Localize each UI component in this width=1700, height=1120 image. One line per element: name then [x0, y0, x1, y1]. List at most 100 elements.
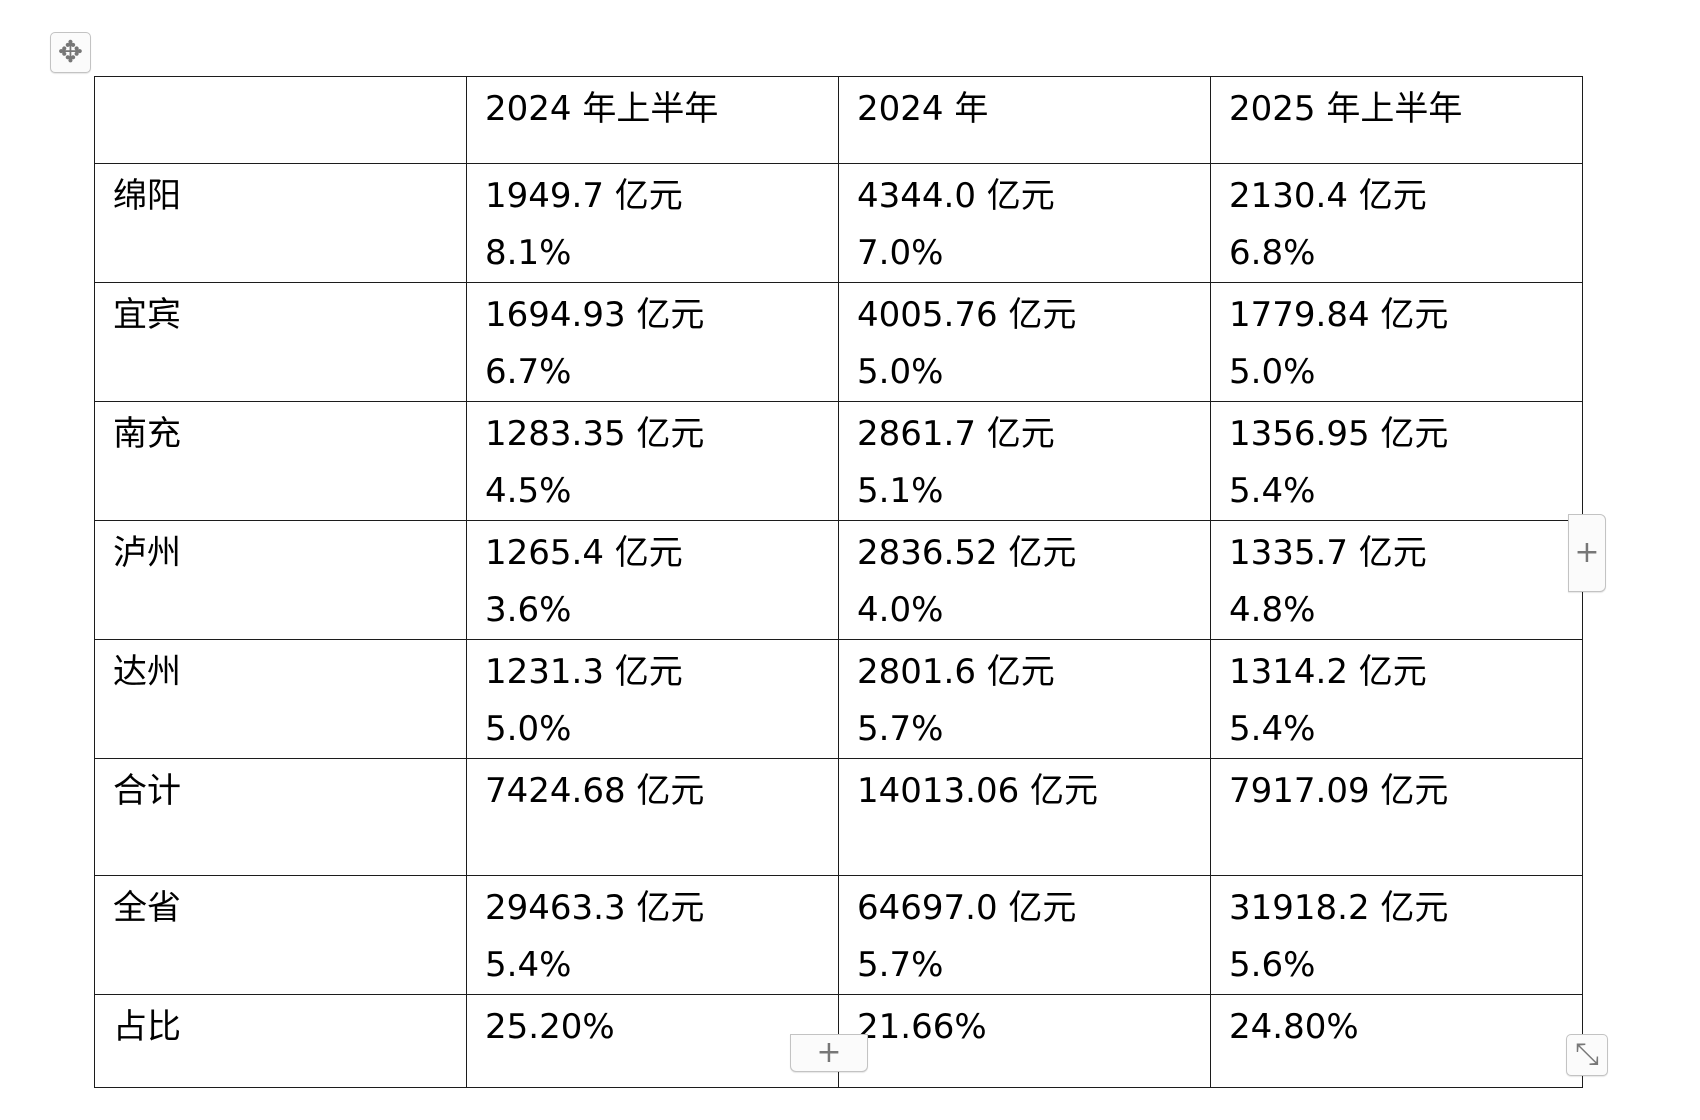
data-cell[interactable]: 21.66% — [838, 994, 1211, 1088]
row-label: 泸州 — [113, 533, 181, 573]
header-label: 2024 年上半年 — [485, 89, 719, 129]
row-label-cell[interactable]: 占比 — [94, 994, 467, 1088]
cell-value: 1314.2 亿元 — [1229, 652, 1427, 692]
cell-value: 24.80% — [1229, 1007, 1359, 1047]
cell-growth-rate: 6.8% — [1229, 233, 1316, 273]
data-cell[interactable]: 2130.4 亿元 6.8% — [1210, 163, 1583, 283]
cell-growth-rate: 5.7% — [857, 709, 944, 749]
row-label-cell[interactable]: 南充 — [94, 401, 467, 521]
header-label: 2024 年 — [857, 89, 989, 129]
cell-growth-rate: 5.1% — [857, 471, 944, 511]
row-label: 全省 — [113, 888, 181, 928]
cell-value: 1283.35 亿元 — [485, 414, 705, 454]
cell-value: 29463.3 亿元 — [485, 888, 705, 928]
data-cell[interactable]: 4344.0 亿元 7.0% — [838, 163, 1211, 283]
row-label-cell[interactable]: 达州 — [94, 639, 467, 759]
data-cell[interactable]: 2801.6 亿元 5.7% — [838, 639, 1211, 759]
cell-value: 4344.0 亿元 — [857, 176, 1055, 216]
row-label: 占比 — [113, 1007, 181, 1047]
cell-growth-rate: 8.1% — [485, 233, 572, 273]
cell-value: 21.66% — [857, 1007, 987, 1047]
data-cell[interactable]: 1314.2 亿元 5.4% — [1210, 639, 1583, 759]
data-cell[interactable]: 2861.7 亿元 5.1% — [838, 401, 1211, 521]
cell-growth-rate: 5.0% — [857, 352, 944, 392]
data-cell[interactable]: 1265.4 亿元 3.6% — [466, 520, 839, 640]
cell-growth-rate: 5.4% — [1229, 471, 1316, 511]
cell-value: 4005.76 亿元 — [857, 295, 1077, 335]
cell-value: 7424.68 亿元 — [485, 771, 705, 811]
add-row-button[interactable]: + — [790, 1034, 868, 1072]
data-cell[interactable]: 4005.76 亿元 5.0% — [838, 282, 1211, 402]
row-label-cell[interactable]: 绵阳 — [94, 163, 467, 283]
cell-growth-rate: 5.4% — [485, 945, 572, 985]
row-label: 合计 — [113, 771, 181, 811]
resize-diagonal-icon: ⤡ — [1575, 1037, 1599, 1072]
cell-value: 1335.7 亿元 — [1229, 533, 1427, 573]
data-cell[interactable]: 1335.7 亿元 4.8% — [1210, 520, 1583, 640]
cell-value: 1356.95 亿元 — [1229, 414, 1449, 454]
cell-value: 2130.4 亿元 — [1229, 176, 1427, 216]
data-table: 2024 年上半年 2024 年 2025 年上半年 绵阳 1949.7 亿元 8.… — [94, 76, 1583, 1088]
header-cell-empty[interactable] — [94, 76, 467, 164]
plus-icon: + — [816, 1035, 842, 1070]
cell-growth-rate: 4.5% — [485, 471, 572, 511]
header-row: 2024 年上半年 2024 年 2025 年上半年 — [94, 76, 1583, 164]
header-cell[interactable]: 2025 年上半年 — [1210, 76, 1583, 164]
data-cell[interactable]: 1779.84 亿元 5.0% — [1210, 282, 1583, 402]
table-row: 绵阳 1949.7 亿元 8.1% 4344.0 亿元 7.0% 2130.4 亿元 6.8… — [94, 163, 1583, 283]
cell-value: 14013.06 亿元 — [857, 771, 1099, 811]
data-cell[interactable]: 25.20% — [466, 994, 839, 1088]
data-cell[interactable]: 1283.35 亿元 4.5% — [466, 401, 839, 521]
table-row: 南充 1283.35 亿元 4.5% 2861.7 亿元 5.1% 1356.95 亿元 5… — [94, 401, 1583, 521]
data-cell[interactable]: 7917.09 亿元 — [1210, 758, 1583, 876]
data-cell[interactable]: 24.80% — [1210, 994, 1583, 1088]
data-cell[interactable]: 31918.2 亿元 5.6% — [1210, 875, 1583, 995]
row-label-cell[interactable]: 合计 — [94, 758, 467, 876]
cell-value: 1779.84 亿元 — [1229, 295, 1449, 335]
data-cell[interactable]: 2836.52 亿元 4.0% — [838, 520, 1211, 640]
cell-value: 2861.7 亿元 — [857, 414, 1055, 454]
data-cell[interactable]: 1356.95 亿元 5.4% — [1210, 401, 1583, 521]
row-label: 达州 — [113, 652, 181, 692]
row-label: 宜宾 — [113, 295, 181, 335]
data-cell[interactable]: 1231.3 亿元 5.0% — [466, 639, 839, 759]
table-row: 达州 1231.3 亿元 5.0% 2801.6 亿元 5.7% 1314.2 亿元 5.4… — [94, 639, 1583, 759]
row-label-cell[interactable]: 宜宾 — [94, 282, 467, 402]
cell-growth-rate: 3.6% — [485, 590, 572, 630]
row-label-cell[interactable]: 泸州 — [94, 520, 467, 640]
data-cell[interactable]: 7424.68 亿元 — [466, 758, 839, 876]
table-move-handle[interactable]: ✥ — [50, 32, 91, 73]
table-resize-handle[interactable]: ⤡ — [1566, 1034, 1608, 1076]
table-row: 宜宾 1694.93 亿元 6.7% 4005.76 亿元 5.0% 1779.84 亿元… — [94, 282, 1583, 402]
cell-value: 25.20% — [485, 1007, 615, 1047]
table-row: 泸州 1265.4 亿元 3.6% 2836.52 亿元 4.0% 1335.7 亿元 4.… — [94, 520, 1583, 640]
header-label: 2025 年上半年 — [1229, 89, 1463, 129]
cell-growth-rate: 4.8% — [1229, 590, 1316, 630]
data-cell[interactable]: 14013.06 亿元 — [838, 758, 1211, 876]
plus-icon: + — [1574, 535, 1600, 570]
table-row: 合计 7424.68 亿元 14013.06 亿元 7917.09 亿元 — [94, 758, 1583, 876]
cell-value: 1949.7 亿元 — [485, 176, 683, 216]
header-cell[interactable]: 2024 年 — [838, 76, 1211, 164]
row-label-cell[interactable]: 全省 — [94, 875, 467, 995]
cell-value: 31918.2 亿元 — [1229, 888, 1449, 928]
cell-value: 2801.6 亿元 — [857, 652, 1055, 692]
cell-value: 2836.52 亿元 — [857, 533, 1077, 573]
add-column-button[interactable]: + — [1568, 514, 1606, 592]
cell-growth-rate: 5.6% — [1229, 945, 1316, 985]
table-row: 占比 25.20% 21.66% 24.80% — [94, 994, 1583, 1088]
data-cell[interactable]: 29463.3 亿元 5.4% — [466, 875, 839, 995]
table-row: 全省 29463.3 亿元 5.4% 64697.0 亿元 5.7% 31918.2 亿元… — [94, 875, 1583, 995]
cell-growth-rate: 6.7% — [485, 352, 572, 392]
cell-growth-rate: 5.0% — [1229, 352, 1316, 392]
row-label: 绵阳 — [113, 176, 181, 216]
cell-growth-rate: 4.0% — [857, 590, 944, 630]
cell-growth-rate: 5.7% — [857, 945, 944, 985]
data-cell[interactable]: 1694.93 亿元 6.7% — [466, 282, 839, 402]
data-cell[interactable]: 64697.0 亿元 5.7% — [838, 875, 1211, 995]
data-cell[interactable]: 1949.7 亿元 8.1% — [466, 163, 839, 283]
header-cell[interactable]: 2024 年上半年 — [466, 76, 839, 164]
cell-value: 1265.4 亿元 — [485, 533, 683, 573]
cell-growth-rate: 5.0% — [485, 709, 572, 749]
cell-growth-rate: 5.4% — [1229, 709, 1316, 749]
